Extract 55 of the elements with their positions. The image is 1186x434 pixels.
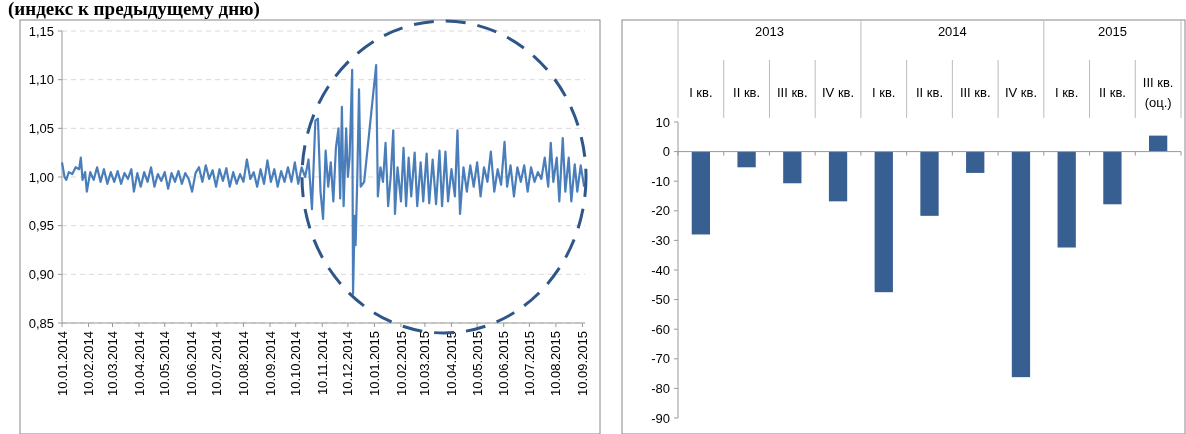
x-tick-label: 10.11.2014 xyxy=(314,331,330,396)
x-tick-label: II кв. xyxy=(1098,85,1126,100)
x-tick-label: 10.08.2015 xyxy=(548,331,564,397)
x-tick-label: 10.01.2014 xyxy=(54,331,70,397)
y-tick-label: -40 xyxy=(651,262,670,278)
x-tick-label: I кв. xyxy=(689,85,713,100)
x-tick-label: 10.03.2014 xyxy=(105,331,121,397)
x-tick-label: 10.01.2015 xyxy=(366,331,382,397)
text: 2013 xyxy=(754,24,784,39)
x-tick-label: 10.06.2014 xyxy=(183,331,199,397)
x-tick-label: II кв. xyxy=(733,85,761,100)
x-tick-label: 10.05.2015 xyxy=(469,331,485,397)
y-tick-label: 1,10 xyxy=(28,72,54,88)
x-tick-label: 10.02.2015 xyxy=(393,331,409,397)
y-tick-label: 10 xyxy=(655,114,670,130)
x-tick-label: 10.06.2015 xyxy=(496,331,512,397)
y-tick-label: 1,15 xyxy=(28,23,54,39)
y-tick-label: 0 xyxy=(662,144,670,160)
x-tick-label: 10.12.2014 xyxy=(340,331,356,397)
x-tick-label: 10.07.2015 xyxy=(521,331,537,397)
y-tick-label: 0,95 xyxy=(28,218,54,234)
line-series xyxy=(60,63,586,295)
x-tick-label: 10.04.2015 xyxy=(444,331,460,397)
x-tick-label: IV кв. xyxy=(821,85,855,100)
y-tick-label: -90 xyxy=(651,410,670,426)
y-tick-label: -80 xyxy=(651,380,670,396)
x-tick-label: III кв. xyxy=(776,85,808,100)
x-tick-label: III кв. (оц.) xyxy=(1142,75,1174,110)
x-tick-label: I кв. xyxy=(872,85,896,100)
x-tick-label: 10.10.2014 xyxy=(288,331,304,397)
y-tick-label: 0,85 xyxy=(28,315,54,331)
x-tick-label: 10.03.2015 xyxy=(417,331,433,397)
x-tick-label: II кв. xyxy=(915,85,944,100)
y-tick-label: 1,00 xyxy=(28,169,54,185)
text: 2015 xyxy=(1097,24,1127,39)
x-tick-label: 10.02.2014 xyxy=(81,331,97,397)
y-tick-label: -60 xyxy=(651,321,670,337)
x-tick-label: IV кв. xyxy=(1004,85,1038,100)
y-tick-label: -30 xyxy=(651,232,670,248)
x-tick-label: III кв. xyxy=(959,85,991,100)
x-tick-label: 10.08.2014 xyxy=(236,331,252,397)
x-tick-label: 10.07.2014 xyxy=(209,331,225,397)
y-tick-label: -70 xyxy=(651,351,670,367)
y-tick-label: -10 xyxy=(651,173,670,189)
chart-title: (индекс к предыдущему дню) xyxy=(8,0,260,20)
x-tick-label: 10.04.2014 xyxy=(131,331,147,397)
y-tick-label: 1,05 xyxy=(28,120,54,136)
y-tick-label: 0,90 xyxy=(28,266,54,282)
x-tick-label: I кв. xyxy=(1054,85,1079,100)
x-tick-label: 10.09.2014 xyxy=(262,331,278,397)
x-tick-label: 10.05.2014 xyxy=(157,331,173,397)
x-tick-label: 10.09.2015 xyxy=(574,331,590,397)
y-tick-label: -20 xyxy=(651,203,670,219)
y-tick-label: -50 xyxy=(651,292,670,308)
text: 2014 xyxy=(937,24,967,39)
